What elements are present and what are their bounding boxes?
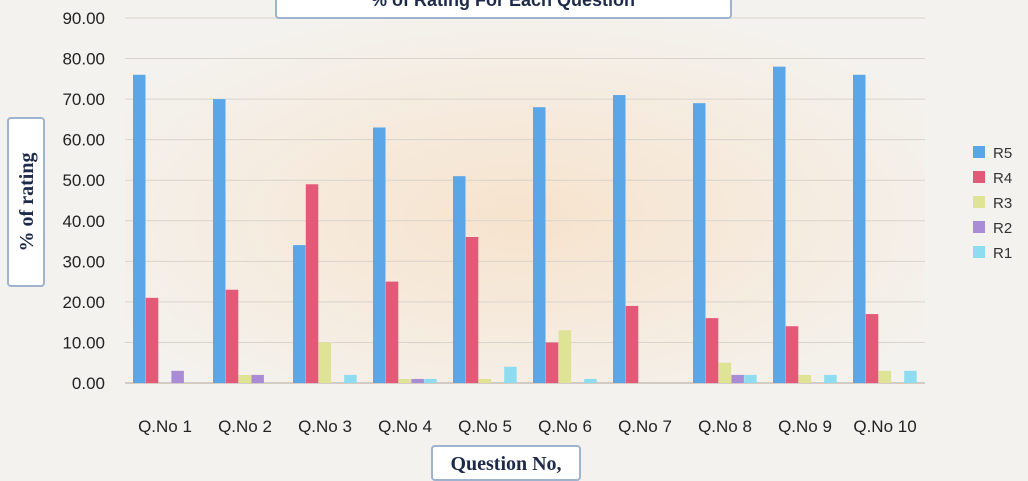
bar-r3-3 — [318, 342, 332, 383]
bar-r3-4 — [398, 378, 412, 383]
bar-r5-4 — [373, 127, 386, 383]
x-tick-label: Q.No 6 — [538, 417, 592, 436]
y-tick-label: 10.00 — [62, 333, 105, 352]
x-ticks: Q.No 1 Q.No 2 Q.No 3 Q.No 4 Q.No 5 Q.No 6 Q.No… — [138, 417, 917, 436]
x-tick-label: Q.No 7 — [618, 417, 672, 436]
bar-r4-10 — [865, 314, 879, 383]
y-ticks: 0.00 10.00 20.00 30.00 40.00 50.00 60.00 70.00 8… — [62, 9, 105, 393]
x-axis-title-box — [431, 445, 581, 481]
bar-r3-2 — [238, 374, 252, 383]
bar-r2-1 — [171, 370, 184, 383]
y-tick-label: 0.00 — [72, 374, 105, 393]
bar-r2-4 — [411, 378, 424, 383]
legend-label-r5: R5 — [993, 145, 1012, 162]
bar-r1-3 — [344, 374, 357, 383]
x-tick-label: Q.No 10 — [853, 417, 916, 436]
y-tick-label: 60.00 — [62, 131, 105, 150]
bar-r1-10 — [904, 370, 917, 383]
bars — [133, 66, 917, 384]
y-axis-title: % of rating — [16, 153, 38, 252]
legend-label-r4: R4 — [993, 170, 1012, 187]
legend-swatch-r5 — [973, 146, 985, 158]
y-tick-label: 30.00 — [62, 252, 105, 271]
bar-r5-9 — [773, 66, 786, 384]
y-tick-label: 50.00 — [62, 171, 105, 190]
bar-r3-6 — [558, 330, 572, 383]
chart-title-box — [275, 0, 732, 19]
bar-r4-8 — [705, 318, 719, 383]
bar-r5-6 — [533, 107, 546, 383]
bar-r1-4 — [424, 378, 437, 383]
x-tick-label: Q.No 3 — [298, 417, 352, 436]
bar-r4-2 — [225, 289, 239, 383]
legend-label-r2: R2 — [993, 220, 1012, 237]
bar-r4-3 — [305, 184, 319, 383]
bar-r3-8 — [718, 362, 732, 383]
bar-r5-1 — [133, 74, 146, 384]
bar-r3-10 — [878, 370, 892, 383]
plot-background — [125, 18, 925, 383]
bar-r5-2 — [213, 99, 226, 383]
bar-r5-3 — [293, 245, 306, 383]
x-axis-title: Question No, — [450, 453, 561, 475]
bar-r2-2 — [251, 374, 264, 383]
x-tick-label: Q.No 1 — [138, 417, 192, 436]
bar-r4-9 — [785, 326, 799, 383]
chart-title: % of Rating For Each Question — [371, 0, 635, 10]
y-tick-label: 70.00 — [62, 90, 105, 109]
bar-r5-5 — [453, 176, 466, 383]
bar-r5-7 — [613, 95, 626, 384]
legend: R5 R4 R3 R2 R1 — [973, 145, 1012, 262]
legend-label-r1: R1 — [993, 245, 1012, 262]
bar-r5-8 — [693, 103, 706, 384]
bar-r2-8 — [731, 374, 744, 383]
bar-r1-5 — [504, 366, 517, 383]
y-tick-label: 20.00 — [62, 293, 105, 312]
x-tick-label: Q.No 2 — [218, 417, 272, 436]
bar-r4-7 — [625, 305, 639, 383]
bar-r5-10 — [853, 74, 866, 384]
legend-swatch-r2 — [973, 221, 985, 233]
legend-swatch-r3 — [973, 196, 985, 208]
x-tick-label: Q.No 9 — [778, 417, 832, 436]
bar-r3-9 — [798, 374, 812, 383]
bar-r4-6 — [545, 342, 559, 383]
y-tick-label: 40.00 — [62, 212, 105, 231]
bar-r1-6 — [584, 378, 597, 383]
bar-r4-4 — [385, 281, 399, 383]
legend-swatch-r4 — [973, 171, 985, 183]
legend-label-r3: R3 — [993, 195, 1012, 212]
bar-r4-5 — [465, 237, 479, 383]
bar-r1-8 — [744, 374, 757, 383]
bar-r4-1 — [145, 297, 159, 383]
y-tick-label: 90.00 — [62, 9, 105, 28]
legend-swatch-r1 — [973, 246, 985, 258]
x-tick-label: Q.No 8 — [698, 417, 752, 436]
bar-r3-5 — [478, 378, 492, 383]
x-tick-label: Q.No 5 — [458, 417, 512, 436]
y-axis-title-box — [7, 117, 45, 287]
bar-r1-9 — [824, 374, 837, 383]
y-tick-label: 80.00 — [62, 50, 105, 69]
x-tick-label: Q.No 4 — [378, 417, 432, 436]
